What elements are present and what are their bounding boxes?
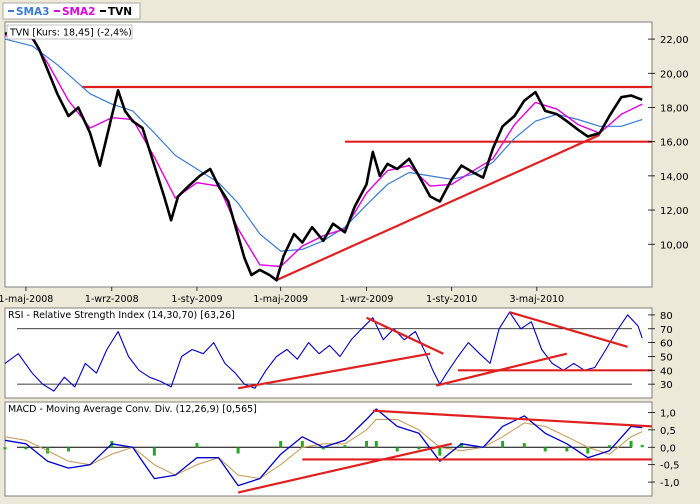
price-x-tick-label: 1-wrz-2008	[85, 294, 139, 305]
macd-y-tick-label: 0,0	[660, 443, 676, 454]
macd-histogram-bar	[417, 447, 421, 450]
price-y-tick-label: 10,00	[660, 240, 689, 251]
macd-trend-lines	[237, 409, 653, 494]
macd-histogram-bar	[395, 447, 399, 452]
legend-label: TVN	[108, 6, 132, 18]
price-y-tick-label: 20,00	[660, 69, 689, 80]
price-x-tick-label: 1-sty-2010	[426, 294, 477, 305]
rsi-y-axis: 80 70 60 50 40 30	[648, 311, 673, 391]
price-x-axis: 1-maj-2008 1-wrz-2008 1-sty-2009 1-maj-2009…	[0, 287, 564, 305]
macd-line	[4, 408, 643, 487]
macd-histogram-bar	[279, 440, 283, 448]
legend-label: SMA3	[16, 6, 49, 18]
macd-histogram-bar	[543, 447, 547, 452]
rsi-y-tick-label: 30	[660, 380, 673, 391]
rsi-series	[4, 311, 643, 392]
macd-histogram-bar	[300, 440, 304, 448]
macd-histogram-bar	[522, 443, 526, 448]
price-panel-title: TVN [Kurs: 18,45] (-2,4%)	[9, 28, 132, 39]
rsi-y-tick-label: 50	[660, 352, 673, 363]
macd-panel	[4, 401, 653, 497]
macd-histogram-bar	[24, 447, 28, 450]
legend-box	[2, 2, 141, 20]
macd-series	[4, 408, 643, 487]
macd-histogram-bar	[343, 445, 347, 448]
macd-histogram-bar	[236, 447, 240, 454]
price-y-tick-label: 18,00	[660, 103, 689, 114]
rsi-panel-title: RSI - Relative Strength Index (14,30,70)…	[8, 310, 235, 321]
rsi-trend-line	[366, 316, 444, 355]
macd-histogram-bar	[67, 447, 71, 452]
macd-y-tick-label: -1,0	[660, 478, 680, 489]
rsi-grid	[17, 328, 632, 385]
macd-histogram-bar	[501, 440, 505, 448]
macd-histogram-bar	[565, 447, 569, 452]
macd-histogram-bar	[195, 443, 199, 448]
macd-y-tick-label: 1,0	[660, 408, 676, 419]
macd-histogram-bar	[3, 447, 7, 450]
macd-panel-title: MACD - Moving Average Conv. Div. (12,26,…	[8, 404, 257, 415]
macd-trend-line	[237, 442, 452, 494]
rsi-y-tick-label: 60	[660, 339, 673, 350]
macd-histogram-bar	[438, 447, 442, 456]
price-x-tick-label: 1-wrz-2009	[340, 294, 394, 305]
price-y-tick-label: 16,00	[660, 138, 689, 149]
price-y-tick-label: 14,00	[660, 172, 689, 183]
macd-histogram-bar	[374, 440, 378, 448]
price-x-tick-label: 3-maj-2010	[509, 294, 564, 305]
rsi-trend-line	[237, 352, 431, 390]
sma3-line	[4, 38, 643, 252]
price-y-tick-label: 12,00	[660, 206, 689, 217]
price-x-tick-label: 1-sty-2009	[171, 294, 222, 305]
tvn-price-line	[4, 27, 643, 282]
rsi-y-tick-label: 70	[660, 325, 673, 336]
macd-y-tick-label: 0,5	[660, 426, 676, 437]
macd-histogram-bar	[152, 447, 156, 456]
macd-histogram-bar	[586, 447, 590, 454]
rsi-trend-line	[509, 311, 628, 348]
price-trend-lines	[81, 85, 652, 282]
macd-histogram-bar	[607, 445, 611, 448]
rsi-y-tick-label: 80	[660, 311, 673, 322]
macd-y-axis: 1,0 0,5 0,0 -0,5 -1,0	[648, 408, 680, 489]
price-trend-line	[276, 133, 601, 282]
rsi-line	[4, 311, 643, 392]
legend-label: SMA2	[62, 6, 95, 18]
macd-histogram-bar	[629, 440, 633, 448]
rsi-trend-lines	[237, 311, 652, 390]
price-y-axis: 22,00 20,00 18,00 16,00 14,00 12,00 10,00	[648, 35, 689, 251]
macd-histogram-bar	[459, 443, 463, 448]
macd-y-tick-label: -0,5	[660, 461, 680, 472]
macd-histogram-bar	[365, 440, 369, 448]
price-title-box	[6, 24, 133, 40]
legend: SMA3 SMA2 TVN	[2, 2, 141, 20]
price-y-tick-label: 22,00	[660, 35, 689, 46]
macd-histogram-bar	[640, 444, 644, 448]
price-series	[4, 27, 643, 282]
price-panel	[4, 21, 653, 288]
macd-trend-line	[372, 409, 653, 428]
rsi-y-tick-label: 40	[660, 366, 673, 377]
price-x-tick-label: 1-maj-2008	[0, 294, 53, 305]
price-x-tick-label: 1-maj-2009	[253, 294, 308, 305]
macd-histogram-bar	[321, 447, 325, 450]
